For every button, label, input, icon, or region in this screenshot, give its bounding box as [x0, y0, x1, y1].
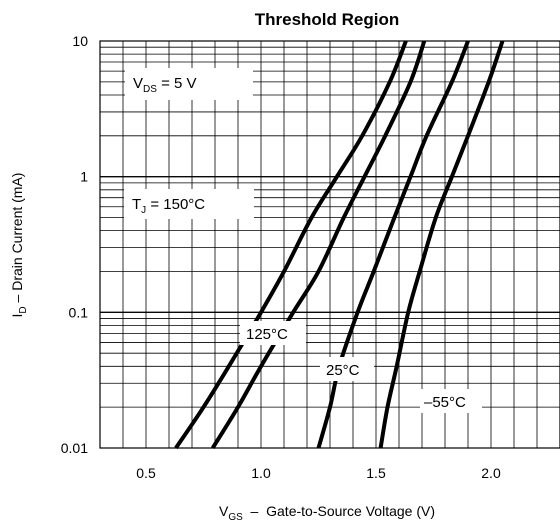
y-tick-label: 10 [72, 33, 88, 49]
t125-label-bg [240, 321, 306, 345]
y-tick-label: 0.01 [61, 440, 88, 456]
y-tick-label: 0.1 [69, 304, 89, 320]
plot-frame [99, 40, 560, 449]
x-tick-label: 1.0 [251, 465, 271, 481]
tj-150-label: TJ = 150°C [132, 196, 205, 216]
x-tick-label: 2.0 [481, 465, 501, 481]
t25-label-bg [320, 357, 374, 381]
tj-label-bg [124, 189, 254, 219]
series-line-0 [174, 40, 408, 450]
curves [174, 40, 505, 450]
tick-labels: 0.5 1.0 1.5 2.0 0.01 0.1 1 10 [61, 33, 501, 481]
series-line-2 [316, 40, 470, 449]
y-axis-label: ID – Drain Current (mA) [9, 173, 29, 318]
t125-label: 125°C [246, 326, 288, 343]
vds-label-bg [125, 68, 253, 100]
series-line-1 [210, 40, 427, 450]
series-line-3 [378, 40, 505, 449]
t25-label: 25°C [326, 362, 360, 379]
vds-label: VDS = 5 V [133, 75, 197, 95]
tm55-label: –55°C [424, 394, 466, 411]
chart-title: Threshold Region [255, 10, 400, 29]
x-axis-label: VGS – Gate-to-Source Voltage (V) [219, 503, 435, 523]
x-tick-label: 0.5 [136, 465, 156, 481]
x-tick-label: 1.5 [366, 465, 386, 481]
tm55-label-bg [420, 389, 482, 413]
y-tick-label: 1 [80, 169, 88, 185]
